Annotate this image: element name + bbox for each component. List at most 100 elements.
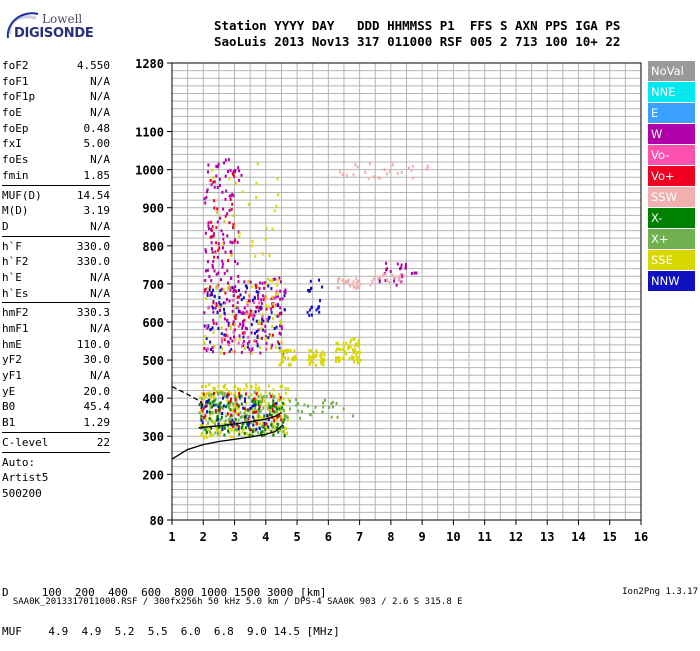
echo-point	[318, 354, 321, 358]
x-tick-label: 2	[200, 530, 207, 544]
echo-point	[246, 345, 249, 349]
echo-point	[378, 280, 381, 284]
x-tick-label: 14	[571, 530, 585, 544]
echo-point	[228, 422, 231, 426]
echo-point	[219, 431, 222, 434]
echo-point	[204, 417, 207, 421]
echo-point	[281, 358, 284, 362]
echo-point	[265, 226, 268, 230]
y-tick-label: 200	[142, 468, 164, 482]
echo-point	[351, 356, 354, 360]
echo-point	[274, 277, 277, 281]
echo-point	[221, 428, 224, 432]
echo-point	[322, 405, 325, 409]
echo-point	[308, 356, 311, 359]
echo-point	[279, 311, 282, 315]
echo-point	[399, 267, 401, 271]
param-value: N/A	[90, 322, 110, 335]
echo-point	[272, 422, 275, 426]
echo-point	[277, 193, 280, 197]
echo-point	[223, 338, 226, 342]
echo-point	[280, 418, 283, 422]
echo-point	[234, 394, 236, 398]
echo-point	[276, 177, 279, 181]
echo-point	[400, 170, 403, 174]
echo-point	[233, 225, 236, 228]
echo-point	[226, 392, 229, 396]
echo-point	[200, 397, 203, 401]
echo-point	[343, 345, 346, 349]
echo-point	[211, 250, 214, 254]
echo-point	[202, 416, 205, 419]
echo-point	[411, 176, 414, 180]
echo-point	[224, 174, 227, 178]
echo-point	[217, 384, 220, 388]
echo-point	[235, 290, 238, 294]
echo-point	[253, 417, 256, 421]
echo-point	[261, 416, 264, 420]
echo-point	[209, 391, 211, 395]
echo-point	[237, 418, 240, 422]
echo-point	[255, 410, 258, 414]
echo-point	[222, 246, 224, 250]
param-row: h`F2 330.0	[2, 254, 110, 270]
echo-point	[243, 318, 246, 322]
echo-point	[263, 399, 266, 403]
echo-point	[238, 295, 241, 299]
echo-point	[249, 313, 252, 317]
echo-point	[244, 346, 246, 350]
param-name: fmin	[2, 168, 29, 182]
y-tick-label: 800	[142, 240, 164, 254]
echo-point	[265, 318, 268, 321]
echo-point	[200, 405, 203, 409]
echo-point	[259, 351, 262, 355]
echo-point	[276, 426, 279, 430]
echo-point	[427, 164, 429, 168]
legend-item: NoVal	[648, 61, 695, 81]
echo-point	[222, 288, 225, 292]
y-tick-label: 80	[150, 514, 164, 528]
echo-point	[270, 423, 273, 427]
echo-point	[270, 421, 273, 425]
echo-point	[224, 414, 227, 418]
echo-point	[214, 387, 216, 391]
param-row: foEs N/A	[2, 152, 110, 168]
echo-point	[236, 421, 238, 424]
echo-point	[243, 280, 246, 284]
y-tick-label: 500	[142, 354, 164, 368]
param-row: MUF(D) 14.54	[2, 188, 110, 204]
legend-item: X-	[648, 208, 695, 228]
echo-point	[258, 281, 261, 285]
echo-point	[336, 341, 339, 345]
echo-point	[276, 422, 279, 426]
echo-point	[206, 427, 209, 431]
echo-point	[222, 237, 225, 241]
echo-point	[241, 190, 244, 194]
echo-point	[223, 161, 225, 165]
echo-point	[229, 415, 232, 419]
x-tick-label: 1	[168, 530, 175, 544]
echo-point	[250, 331, 253, 335]
echo-point	[216, 165, 219, 169]
echo-point	[278, 363, 281, 367]
echo-point	[236, 240, 239, 244]
echo-point	[352, 348, 355, 352]
echo-point	[205, 435, 208, 439]
echo-point	[337, 280, 340, 284]
echo-point	[258, 305, 261, 309]
echo-point	[228, 417, 231, 421]
echo-point	[269, 346, 272, 350]
echo-point	[203, 290, 206, 294]
echo-point	[251, 348, 254, 352]
param-row: D N/A	[2, 219, 110, 235]
echo-point	[225, 388, 228, 391]
echo-point	[386, 278, 388, 282]
echo-point	[254, 283, 257, 287]
echo-point	[199, 423, 202, 427]
echo-point	[276, 418, 278, 421]
echo-point	[222, 207, 225, 211]
echo-point	[205, 269, 207, 273]
echo-point	[209, 397, 212, 401]
param-name: foF1p	[2, 90, 36, 104]
echo-point	[230, 207, 233, 211]
